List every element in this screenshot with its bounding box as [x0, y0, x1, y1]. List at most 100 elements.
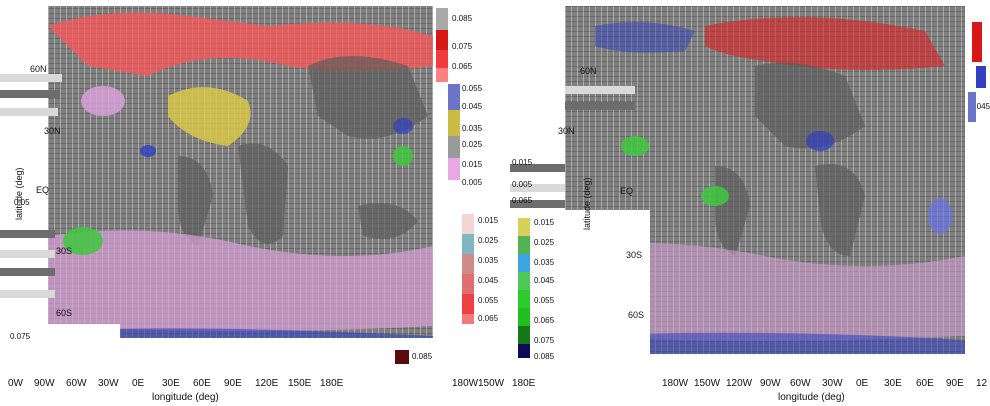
stray-label: 0.005 [512, 180, 533, 189]
lon-tick: 30E [884, 378, 902, 389]
colorbar-label: 0.055 [534, 296, 555, 305]
distortion-strip [565, 102, 635, 110]
distortion-strip [0, 290, 55, 298]
colorbar-swatch [518, 326, 530, 344]
white-block [510, 0, 565, 70]
lon-tick: 150E [288, 378, 312, 389]
colorbar-swatch [462, 254, 474, 274]
colorbar-label: 0.035 [534, 258, 555, 267]
lat-tick: 30N [44, 126, 61, 136]
colorbar-label: 0.045 [462, 102, 483, 111]
colorbar-fragment [968, 92, 976, 122]
lat-tick: 60S [56, 308, 73, 318]
right-map-svg [565, 17, 965, 362]
distortion-strip [0, 108, 58, 116]
distortion-strip [0, 90, 60, 98]
stray-label: 0.075 [10, 332, 31, 341]
distortion-strip [510, 164, 565, 172]
lon-tick: 0E [856, 378, 869, 389]
lon-tick: 90W [34, 378, 55, 389]
lon-tick: 120E [255, 378, 279, 389]
lon-tick: 30W [98, 378, 119, 389]
stray-label: 0.045 [970, 102, 990, 111]
colorbar-label: 0.065 [534, 316, 555, 325]
colorbar-label: 0.005 [462, 178, 483, 187]
colorbar-swatch [436, 8, 448, 30]
left-map-panel: 60N 30N EQ 30S 60S latitude (deg) 0.05 0… [0, 6, 505, 403]
lon-tick: 180E [320, 378, 344, 389]
stray-label: 0.015 [512, 158, 533, 167]
lat-tick: 30S [56, 246, 73, 256]
colorbar-swatch [462, 294, 474, 314]
lat-tick: 60N [580, 66, 597, 76]
lat-axis-label: latitude (deg) [582, 177, 592, 230]
lon-tick: 60E [916, 378, 934, 389]
colorbar-label: 0.025 [478, 236, 499, 245]
colorbar-label: 0.015 [478, 216, 499, 225]
colorbar-label: 0.015 [534, 218, 555, 227]
lat-tick: EQ [36, 185, 50, 195]
lon-tick: 12 [976, 378, 988, 389]
left-map-svg [48, 12, 433, 344]
lon-tick: 60W [790, 378, 811, 389]
lon-tick: 30E [162, 378, 180, 389]
lon-tick: 60E [193, 378, 211, 389]
distortion-strip [565, 86, 635, 94]
lon-tick: 90W [760, 378, 781, 389]
dark-swatch [395, 350, 409, 364]
colorbar-swatch [436, 68, 448, 82]
lon-tick: 90E [946, 378, 964, 389]
colorbar-swatch [448, 158, 460, 180]
lon-tick: 0W [8, 378, 23, 389]
colorbar-label: 0.055 [478, 296, 499, 305]
distortion-strip [0, 268, 55, 276]
colorbar-swatch [518, 254, 530, 272]
colorbar-swatch [448, 110, 460, 136]
colorbar-label: 0.045 [534, 276, 555, 285]
colorbar-label: 0.075 [534, 336, 555, 345]
stray-label: 0.065 [512, 196, 533, 205]
distortion-strip [0, 250, 55, 258]
colorbar-label: 0.025 [534, 238, 555, 247]
lon-tick: 0E [132, 378, 145, 389]
lon-tick: 150W [478, 378, 505, 389]
right-map-panel: 60N 30N EQ 30S 60S latitude (deg) 0.015 … [510, 0, 990, 406]
colorbar-label: 0.015 [462, 160, 483, 169]
lat-tick: 60S [628, 310, 645, 320]
lat-tick: 30N [558, 126, 575, 136]
distortion-strip [0, 230, 55, 238]
colorbar-swatch [462, 274, 474, 294]
lon-tick: 150W [694, 378, 721, 389]
colorbar-swatch [518, 344, 530, 358]
left-map-area [48, 6, 433, 344]
lon-axis-label: longitude (deg) [152, 392, 219, 403]
colorbar-label: 0.055 [462, 84, 483, 93]
distortion-strip [0, 74, 62, 82]
colorbar-label: 0.025 [462, 140, 483, 149]
distortion-strip [510, 184, 565, 192]
stray-label: 0.05 [14, 198, 30, 207]
colorbar-swatch [518, 218, 530, 236]
lat-axis-label: latitude (deg) [14, 167, 24, 220]
colorbar-swatch [436, 50, 448, 68]
colorbar-fragment [976, 66, 986, 88]
colorbar-swatch [448, 136, 460, 158]
lon-tick: 30W [822, 378, 843, 389]
colorbar-swatch [436, 30, 448, 50]
colorbar-swatch [518, 272, 530, 290]
stray-label: 0.085 [412, 352, 433, 361]
lon-tick: 60W [66, 378, 87, 389]
lon-axis-label: longitude (deg) [778, 392, 845, 403]
lon-tick: 180E [512, 378, 536, 389]
colorbar-swatch [462, 214, 474, 234]
lat-tick: 60N [30, 64, 47, 74]
colorbar-label: 0.035 [478, 256, 499, 265]
colorbar-label: 0.035 [462, 124, 483, 133]
colorbar-label: 0.085 [534, 352, 555, 361]
colorbar-swatch [448, 84, 460, 110]
colorbar-fragment [972, 22, 982, 62]
colorbar-label: 0.065 [478, 314, 499, 323]
colorbar-swatch [518, 290, 530, 308]
white-block [510, 210, 650, 370]
colorbar-label: 0.075 [452, 42, 473, 51]
